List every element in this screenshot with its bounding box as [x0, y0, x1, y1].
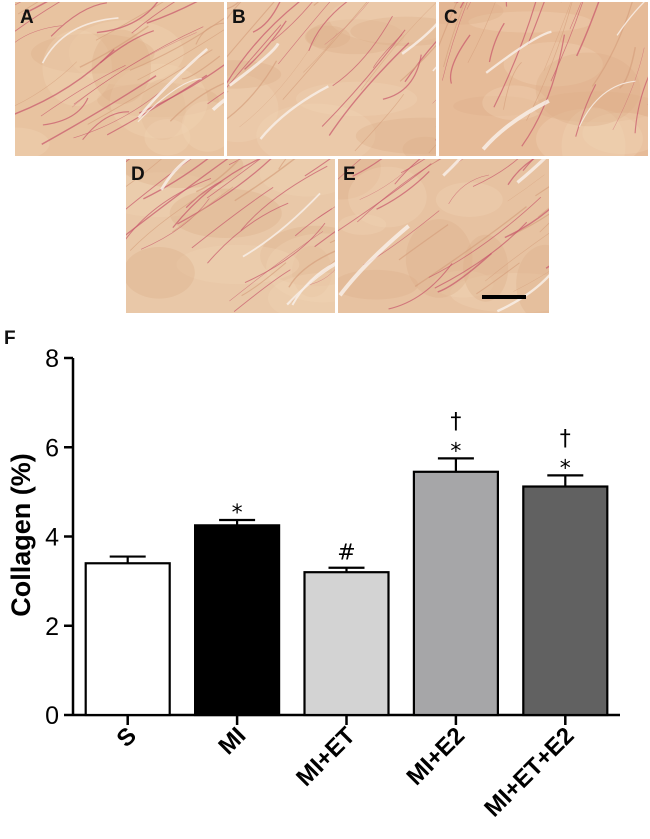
scale-bar [482, 295, 526, 299]
bar-s [84, 562, 171, 717]
significance-marker: † [560, 426, 571, 451]
bar-mi-e2 [412, 470, 499, 717]
tissue-image-d [126, 159, 335, 313]
histology-panel-c: C [439, 2, 648, 156]
category-label: S [112, 722, 142, 752]
figure-label-f: F [4, 328, 16, 349]
panel-letter-a: A [20, 7, 34, 28]
collagen-bar-chart: Collagen (%) 0 2 4 6 8 S * MI # MI+ET † * MI+E2 † * MI+… [6, 345, 620, 822]
y-tick-label: 8 [45, 345, 59, 373]
category-label: MI [213, 722, 251, 760]
bar-mi-et-e2 [522, 485, 609, 717]
panel-letter-b: B [232, 7, 246, 28]
tissue-image-a [15, 2, 224, 156]
histology-panel-b: B [227, 2, 436, 156]
category-label: MI+ET [291, 722, 361, 792]
histology-panel-d: D [126, 159, 335, 313]
significance-marker: # [337, 541, 355, 566]
histology-panel-e: E [338, 159, 549, 313]
panel-letter-d: D [131, 164, 145, 185]
y-axis-label: Collagen (%) [6, 453, 36, 617]
y-tick-label: 0 [45, 702, 59, 730]
category-label: MI+ET+E2 [479, 722, 579, 822]
tissue-image-c [439, 2, 648, 156]
bar-mi [194, 524, 281, 717]
tissue-image-b [227, 2, 436, 156]
category-label: MI+E2 [402, 722, 471, 791]
significance-marker: * [560, 456, 571, 481]
y-tick-label: 6 [45, 434, 59, 462]
tissue-image-e [338, 159, 549, 313]
panel-letter-e: E [343, 164, 356, 185]
significance-marker: † [450, 409, 461, 434]
plot-area: 0 2 4 6 8 S * MI # MI+ET † * MI+E2 † * MI+ET+E2 [45, 345, 620, 822]
significance-marker: * [450, 439, 461, 464]
panel-letter-c: C [444, 7, 458, 28]
histology-panel-a: A [15, 2, 224, 156]
y-tick-label: 4 [45, 524, 59, 552]
bar-mi-et [303, 571, 390, 717]
significance-marker: * [232, 501, 243, 526]
y-tick-label: 2 [45, 613, 59, 641]
